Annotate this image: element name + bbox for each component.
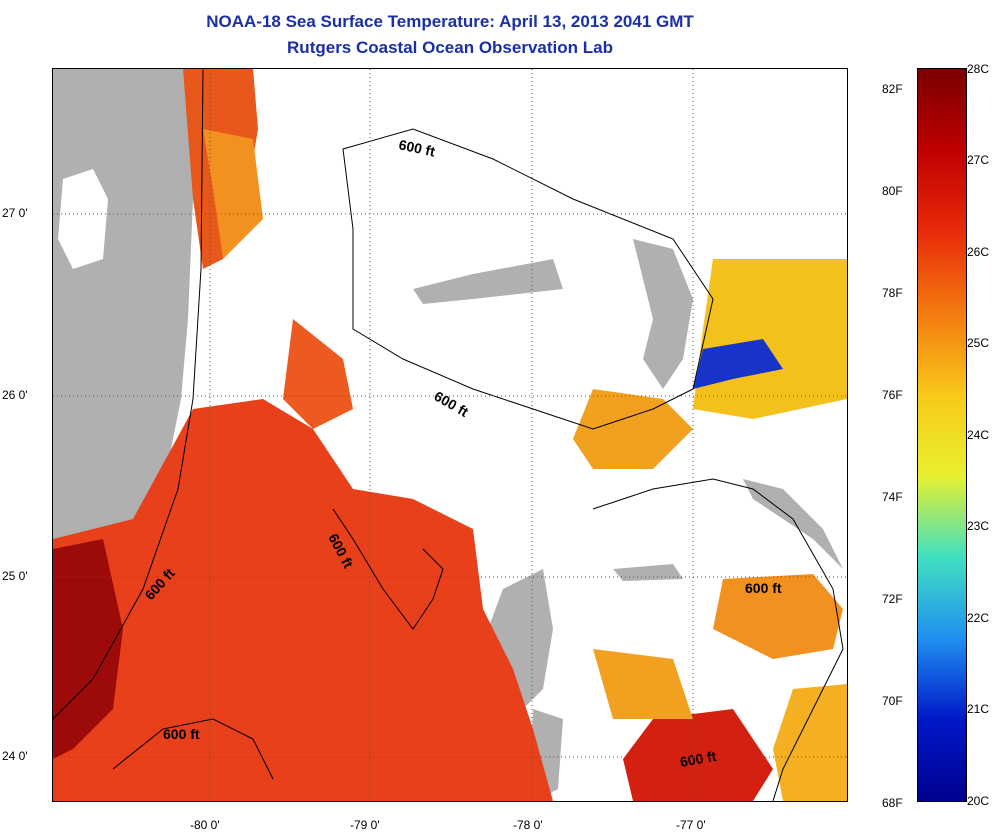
lat-tick-label: 26 0' [2, 388, 28, 402]
lake-okeechobee [58, 169, 108, 269]
exuma-land [613, 564, 683, 581]
sst-patch-center [283, 319, 353, 429]
lon-tick-label: -78 0' [513, 818, 543, 832]
colorbar-f-label: 72F [882, 592, 903, 606]
colorbar-f-label: 80F [882, 184, 903, 198]
lon-tick-label: -79 0' [350, 818, 380, 832]
colorbar-c-label: 24C [967, 428, 990, 442]
sst-patch-se-red [623, 709, 773, 801]
colorbar-f-label: 68F [882, 796, 903, 810]
colorbar-f-label: 70F [882, 694, 903, 708]
colorbar-c-label: 25C [967, 336, 990, 350]
contour-600ft-line [342, 128, 714, 430]
colorbar-c-label: 26C [967, 245, 990, 259]
contour-600ft-line [53, 69, 204, 720]
contour-label: 600 ft [397, 136, 436, 159]
grand-bahama-land [413, 259, 563, 304]
contour-label: 600 ft [679, 748, 718, 770]
lat-tick-label: 25 0' [2, 569, 28, 583]
eleuthera-land [743, 479, 843, 569]
sst-patch-orange-east [573, 389, 693, 469]
lat-tick-label: 27 0' [2, 206, 28, 220]
sst-patch-yellow-east [693, 259, 847, 419]
abaco-land [633, 239, 693, 389]
map-grid [53, 69, 847, 801]
contour-600ft-line [112, 718, 274, 780]
chart-title: NOAA-18 Sea Surface Temperature: April 1… [206, 12, 694, 31]
colorbar-c-label: 20C [967, 794, 990, 808]
colorbar-f-label: 78F [882, 286, 903, 300]
chart-subtitle: Rutgers Coastal Ocean Observation Lab [287, 38, 613, 57]
contour-label: 600 ft [745, 580, 782, 596]
contour-label: 600 ft [432, 388, 472, 420]
colorbar-c-label: 22C [967, 611, 990, 625]
colorbar-c-label: 21C [967, 702, 990, 716]
colorbar-c-label: 23C [967, 519, 990, 533]
sst-patch-se-orange [713, 574, 843, 659]
sst-patch-south-orange [593, 649, 693, 719]
lon-tick-label: -77 0' [676, 818, 706, 832]
colorbar-f-label: 74F [882, 490, 903, 504]
lat-tick-label: 24 0' [2, 749, 28, 763]
colorbar-c-label: 27C [967, 153, 990, 167]
sst-patch-blue-east [693, 339, 783, 389]
colorbar-f-label: 76F [882, 388, 903, 402]
lon-tick-label: -80 0' [190, 818, 220, 832]
sst-patch-far-se [773, 684, 847, 801]
sst-map[interactable]: 600 ft 600 ft 600 ft 600 ft 600 ft 600 f… [52, 68, 848, 802]
sst-patch-west [53, 399, 553, 801]
sst-patch-southwest-dark [53, 539, 123, 759]
colorbar-f-label: 82F [882, 82, 903, 96]
map-canvas: 600 ft 600 ft 600 ft 600 ft 600 ft 600 f… [53, 69, 847, 801]
temperature-colorbar [917, 68, 967, 802]
colorbar-c-label: 28C [967, 62, 990, 76]
contour-label: 600 ft [163, 726, 200, 742]
sst-patch-north-orange [203, 129, 263, 259]
contour-600ft-line [332, 508, 444, 630]
contour-600ft-line [592, 478, 844, 801]
